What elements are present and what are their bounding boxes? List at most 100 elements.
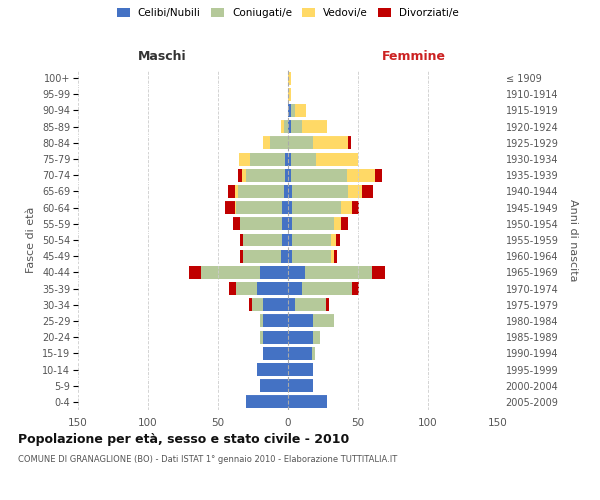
Bar (372, 266, 385, 279)
Bar (291, 104, 295, 117)
Bar (263, 330, 288, 344)
Bar (238, 169, 242, 181)
Bar (263, 136, 270, 149)
Bar (288, 363, 313, 376)
Bar (352, 282, 359, 295)
Bar (288, 250, 292, 262)
Bar (260, 266, 288, 279)
Bar (246, 396, 288, 408)
Bar (313, 136, 348, 149)
Bar (295, 104, 306, 117)
Bar (288, 104, 291, 117)
Bar (288, 169, 291, 181)
Legend: Celibi/Nubili, Coniugati/e, Vedovi/e, Divorziati/e: Celibi/Nubili, Coniugati/e, Vedovi/e, Di… (117, 8, 459, 18)
Bar (229, 282, 236, 295)
Bar (235, 201, 236, 214)
Bar (263, 314, 288, 328)
Bar (288, 218, 292, 230)
Bar (260, 379, 288, 392)
Bar (341, 201, 352, 214)
Bar (347, 169, 375, 181)
Bar (302, 120, 327, 133)
Bar (288, 330, 313, 344)
Bar (188, 266, 201, 279)
Bar (292, 185, 348, 198)
Y-axis label: Fasce di età: Fasce di età (26, 207, 37, 273)
Bar (313, 314, 334, 328)
Bar (348, 185, 362, 198)
Bar (341, 218, 348, 230)
Bar (331, 234, 335, 246)
Bar (283, 201, 288, 214)
Bar (291, 152, 316, 166)
Bar (331, 250, 334, 262)
Bar (257, 363, 288, 376)
Bar (288, 185, 292, 198)
Bar (281, 120, 284, 133)
Bar (242, 169, 246, 181)
Bar (288, 266, 305, 279)
Bar (288, 72, 291, 85)
Text: COMUNE DI GRANAGLIONE (BO) - Dati ISTAT 1° gennaio 2010 - Elaborazione TUTTITALI: COMUNE DI GRANAGLIONE (BO) - Dati ISTAT … (18, 456, 397, 464)
Bar (238, 185, 284, 198)
Bar (263, 347, 288, 360)
Bar (243, 234, 283, 246)
Bar (243, 250, 281, 262)
Bar (288, 282, 302, 295)
Bar (288, 379, 313, 392)
Bar (348, 136, 351, 149)
Bar (239, 152, 250, 166)
Bar (260, 314, 263, 328)
Text: Popolazione per età, sesso e stato civile - 2010: Popolazione per età, sesso e stato civil… (18, 432, 349, 446)
Bar (375, 169, 382, 181)
Bar (283, 218, 288, 230)
Bar (236, 282, 257, 295)
Bar (263, 298, 288, 311)
Bar (312, 347, 314, 360)
Bar (250, 152, 285, 166)
Bar (335, 234, 340, 246)
Bar (326, 298, 329, 311)
Y-axis label: Anni di nascita: Anni di nascita (568, 198, 578, 281)
Bar (260, 330, 263, 344)
Bar (285, 169, 288, 181)
Bar (295, 298, 326, 311)
Bar (285, 152, 288, 166)
Bar (225, 201, 235, 214)
Bar (241, 234, 243, 246)
Bar (257, 282, 288, 295)
Bar (288, 201, 292, 214)
Bar (288, 152, 291, 166)
Bar (283, 234, 288, 246)
Bar (352, 201, 359, 214)
Bar (281, 250, 288, 262)
Bar (292, 201, 341, 214)
Bar (291, 169, 347, 181)
Bar (284, 120, 288, 133)
Bar (302, 282, 352, 295)
Bar (284, 185, 288, 198)
Bar (291, 120, 302, 133)
Bar (305, 266, 372, 279)
Bar (292, 234, 331, 246)
Bar (201, 266, 260, 279)
Bar (292, 218, 334, 230)
Bar (362, 185, 373, 198)
Bar (288, 88, 291, 101)
Bar (241, 250, 243, 262)
Bar (313, 330, 320, 344)
Bar (270, 136, 288, 149)
Bar (288, 120, 291, 133)
Bar (241, 218, 283, 230)
Bar (288, 347, 312, 360)
Bar (249, 298, 251, 311)
Bar (288, 298, 295, 311)
Bar (246, 169, 285, 181)
Text: Femmine: Femmine (382, 50, 446, 62)
Bar (316, 152, 358, 166)
Bar (288, 396, 327, 408)
Bar (236, 201, 283, 214)
Bar (233, 218, 241, 230)
Bar (235, 185, 238, 198)
Bar (288, 234, 292, 246)
